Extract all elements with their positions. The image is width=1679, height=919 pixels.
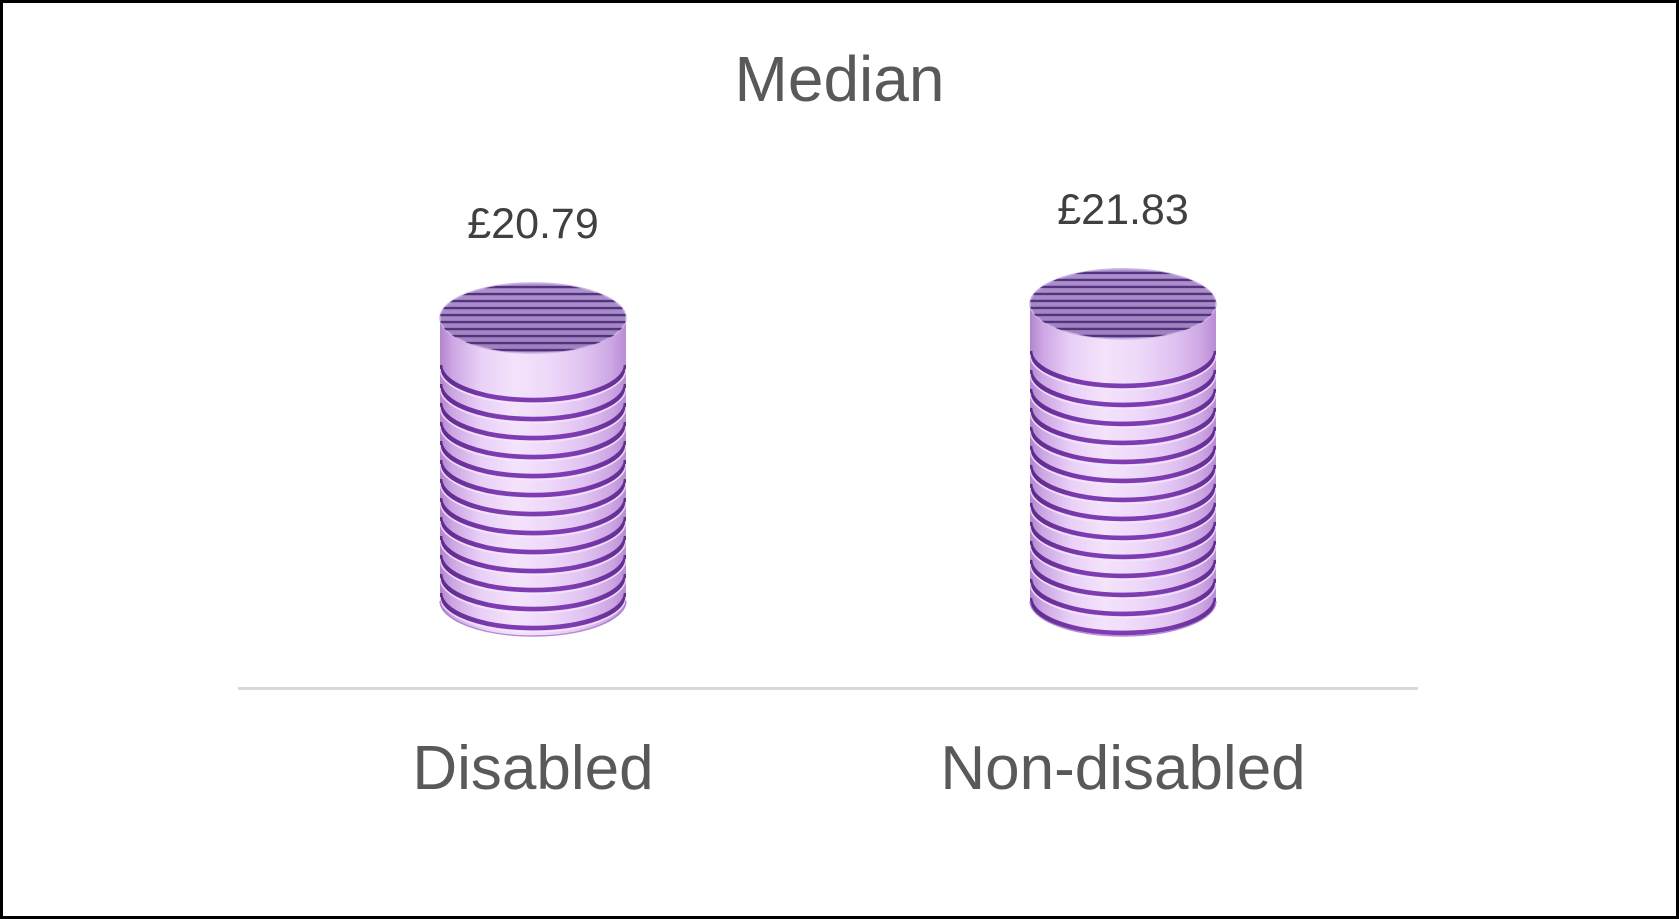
cylinder-chart-graphic [238, 268, 1418, 690]
category-label-disabled: Disabled [412, 734, 654, 803]
value-label-non-disabled: £21.83 [1057, 185, 1189, 234]
chart-title: Median [734, 43, 945, 115]
category-label-non-disabled: Non-disabled [940, 734, 1306, 803]
value-label-disabled: £20.79 [467, 200, 599, 249]
